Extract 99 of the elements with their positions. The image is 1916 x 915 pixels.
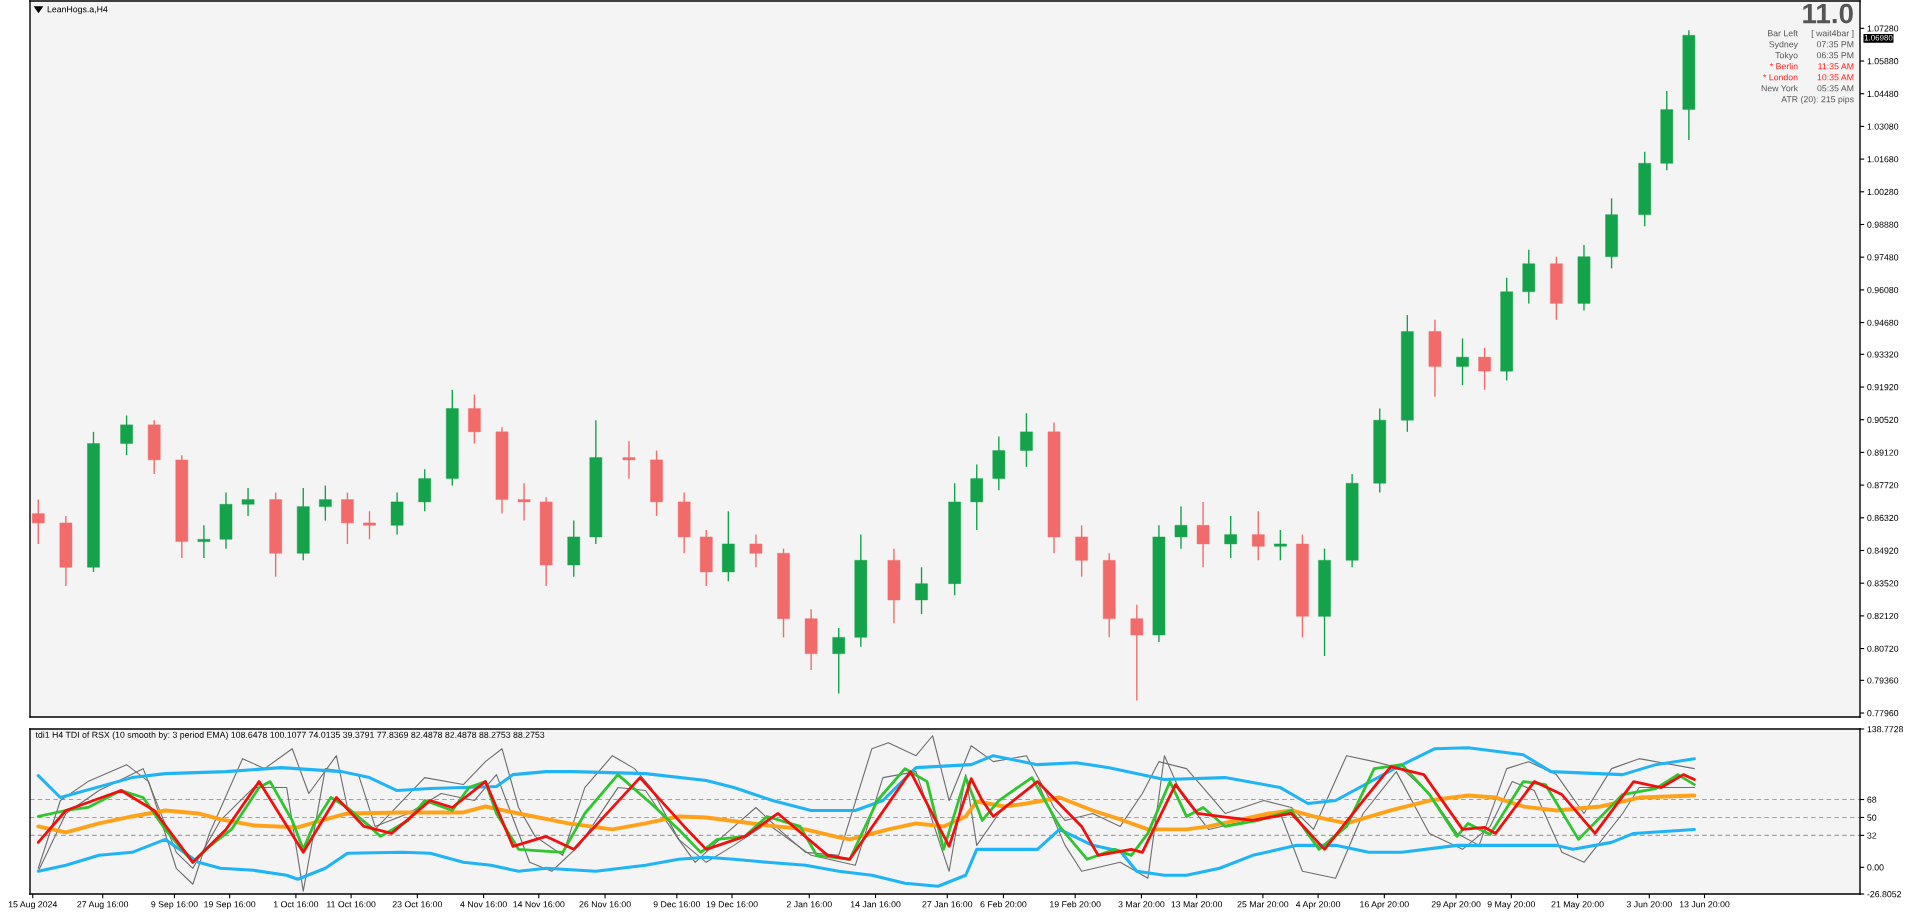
x-tick-label: 13 Jun 20:00	[1679, 901, 1730, 908]
candlestick	[32, 498, 45, 545]
x-tick-label: 19 Sep 16:00	[204, 901, 256, 910]
annotation: * London	[1763, 73, 1798, 81]
candlestick	[341, 491, 354, 545]
annotation: 10:35 AM	[1817, 74, 1854, 81]
y-tick-label: 0.80720	[1867, 645, 1899, 652]
candlestick	[390, 491, 404, 536]
y-tick-label: 0.97480	[1867, 254, 1899, 261]
x-tick-label: 19 Feb 20:00	[1050, 900, 1101, 908]
y-tick-label: 50	[1867, 814, 1877, 821]
candlestick	[832, 627, 846, 695]
y-tick-label: 0.98880	[1867, 221, 1899, 228]
annotation: 11:35 AM	[1818, 63, 1854, 70]
x-tick-label: 9 May 20:00	[1487, 901, 1536, 910]
x-tick-label: 29 Apr 20:00	[1431, 901, 1481, 910]
x-tick-label: 26 Nov 16:00	[579, 901, 631, 908]
x-tick-label: 9 Dec 16:00	[653, 901, 701, 908]
candlestick	[1224, 515, 1237, 559]
annotation: 07:35 PM	[1816, 41, 1854, 48]
candlestick	[1478, 347, 1491, 391]
candlestick	[120, 414, 133, 456]
x-tick-label: 6 Feb 20:00	[980, 900, 1027, 908]
x-tick-label: 3 Jun 20:00	[1626, 901, 1672, 908]
line-series	[36, 746, 1696, 813]
x-tick-label: 9 Sep 16:00	[151, 901, 198, 910]
x-tick-label: 3 Mar 20:00	[1118, 901, 1165, 908]
y-tick-label: 0.91920	[1867, 384, 1899, 391]
annotation: * Berlin	[1769, 62, 1798, 70]
y-tick-label: 0.89120	[1867, 449, 1899, 456]
x-tick-label: 21 May 20:00	[1551, 901, 1604, 910]
candlestick	[241, 487, 255, 517]
y-tick-label: 1.03080	[1867, 123, 1899, 130]
x-tick-label: 13 Mar 20:00	[1171, 901, 1223, 908]
y-tick-label: 0.93320	[1867, 351, 1899, 358]
y-tick-label: 0.00	[1867, 864, 1884, 871]
y-tick-label: 1.01680	[1867, 156, 1899, 163]
x-tick-label: 2 Jan 16:00	[786, 901, 832, 908]
candlestick	[970, 463, 984, 531]
x-tick-label: 1 Oct 16:00	[273, 901, 319, 908]
candlestick	[915, 566, 928, 615]
text: LeanHogs.a,H4	[47, 6, 108, 15]
y-tick-label: 32	[1867, 832, 1877, 839]
y-tick-label: -26.8052	[1867, 891, 1902, 898]
candlestick	[1252, 510, 1265, 561]
x-tick-label: 14 Jan 16:00	[850, 901, 901, 908]
candlestick	[1274, 529, 1287, 561]
annotation: Tokyo	[1775, 51, 1798, 61]
x-tick-label: 19 Dec 16:00	[706, 901, 758, 908]
x-tick-label: 4 Nov 16:00	[460, 901, 507, 908]
y-tick-label: 0.90520	[1867, 416, 1899, 423]
y-tick-label: 0.87720	[1867, 482, 1899, 489]
x-tick-label: 25 Mar 20:00	[1237, 901, 1289, 908]
x-tick-label: 4 Apr 20:00	[1295, 901, 1341, 910]
annotation: 05:35 AM	[1817, 85, 1854, 92]
x-tick-label: 14 Nov 16:00	[513, 901, 565, 908]
candlestick	[197, 524, 211, 559]
annotation: Sydney	[1769, 40, 1798, 50]
x-tick-label: 23 Oct 16:00	[392, 901, 443, 908]
y-tick-label: 1.05880	[1867, 58, 1899, 65]
x-tick-label: 16 Apr 20:00	[1360, 901, 1409, 910]
candlestick	[517, 482, 531, 522]
y-tick-label: 138.7728	[1867, 726, 1904, 733]
annotation: ATR (20): 215 pips	[1781, 95, 1854, 105]
y-tick-label: 0.84920	[1867, 547, 1899, 554]
candlestick	[1075, 524, 1088, 578]
y-tick-label: 0.94680	[1867, 319, 1899, 326]
annotation: 06:35 PM	[1816, 52, 1854, 59]
candlestick	[1020, 412, 1033, 468]
y-tick-label: 0.96080	[1867, 286, 1899, 294]
y-tick-label: 0.82120	[1867, 612, 1899, 620]
y-tick-label: 0.86320	[1867, 514, 1899, 522]
annotation: [ wait4bar ]	[1811, 29, 1854, 39]
candlestick	[622, 440, 636, 480]
candlestick	[749, 533, 763, 569]
y-tick-label: 1.04480	[1867, 90, 1899, 97]
candlestick	[1174, 505, 1188, 550]
x-tick-label: 27 Aug 16:00	[77, 901, 129, 910]
candlestick	[363, 510, 376, 540]
y-tick-label: 1.00280	[1867, 188, 1899, 196]
y-tick-label: 0.83520	[1867, 580, 1899, 587]
annotation: 11.0	[1803, 3, 1853, 24]
y-tick-label: 1.07280	[1867, 25, 1899, 32]
candlestick	[1456, 337, 1469, 386]
y-tick-label: 68	[1867, 796, 1877, 803]
annotation: Bar Left	[1768, 29, 1798, 37]
y-tick-label: 0.79360	[1867, 677, 1899, 684]
candlestick	[468, 393, 481, 445]
candlestick	[319, 484, 332, 522]
candlestick	[1196, 501, 1210, 569]
y-tick-label: 0.77960	[1867, 710, 1899, 717]
x-tick-label: 15 Aug 2024	[8, 901, 58, 910]
candlestick	[418, 468, 431, 512]
x-tick-label: 11 Oct 16:00	[327, 901, 376, 908]
x-tick-label: 27 Jan 16:00	[922, 901, 973, 908]
candlestick	[1130, 603, 1144, 702]
chart-title: tdi1 H4 TDI of RSX (10 smooth by: 3 period EMA) 108.6478 100.1077 74.0135 39.3791 77.8369 82.4878 82.4878 88.2753 88.2753	[35, 731, 545, 740]
line-series	[36, 827, 1696, 888]
annotation: New York	[1761, 84, 1799, 92]
